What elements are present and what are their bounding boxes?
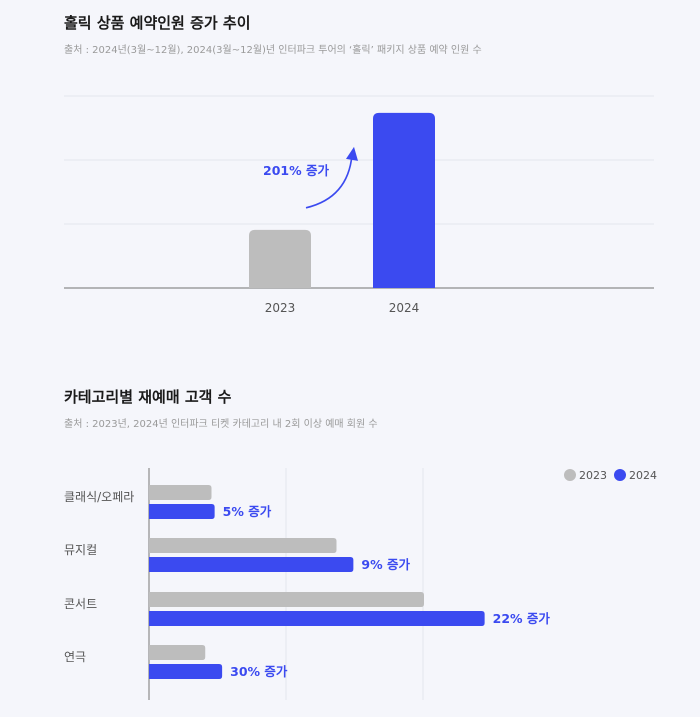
tick-label-2023: 2023 bbox=[265, 301, 296, 315]
category-label-3: 연극 bbox=[64, 650, 86, 664]
bar-2023-3 bbox=[149, 645, 206, 660]
bar-2024-0 bbox=[149, 504, 215, 519]
chart1-source: 출처 : 2024년(3월~12월), 2024(3월~12월)년 인터파크 투… bbox=[64, 45, 482, 56]
chart1-title: 홀릭 상품 예약인원 증가 추이 bbox=[64, 14, 251, 32]
category-label-2: 콘서트 bbox=[64, 597, 97, 611]
bar-2023 bbox=[249, 229, 311, 288]
chart2-title: 카테고리별 재예매 고객 수 bbox=[64, 388, 232, 406]
booking-growth-chart: 2023 2024 201% 증가 bbox=[64, 95, 654, 315]
bar-2024 bbox=[373, 112, 435, 288]
growth-arrow bbox=[305, 154, 353, 209]
growth-annotation: 201% 증가 bbox=[263, 163, 329, 178]
increase-label-1: 9% 증가 bbox=[361, 557, 410, 572]
bar-2023-1 bbox=[149, 538, 337, 553]
bar-2023-2 bbox=[149, 592, 424, 607]
growth-arrow-head bbox=[346, 146, 358, 161]
category-label-0: 클래식/오페라 bbox=[64, 490, 134, 504]
legend-marker-2023 bbox=[564, 469, 576, 481]
chart2-source: 출처 : 2023년, 2024년 인터파크 티켓 카테고리 내 2회 이상 예… bbox=[64, 419, 378, 430]
legend-marker-2024 bbox=[614, 469, 626, 481]
legend-label-2024: 2024 bbox=[629, 469, 657, 482]
legend-label-2023: 2023 bbox=[579, 469, 607, 482]
bar-2023-0 bbox=[149, 485, 212, 500]
bar-2024-3 bbox=[149, 664, 223, 679]
tick-label-2024: 2024 bbox=[389, 301, 420, 315]
increase-label-2: 22% 증가 bbox=[493, 611, 551, 626]
increase-label-0: 5% 증가 bbox=[223, 504, 272, 519]
bar-2024-1 bbox=[149, 557, 354, 572]
increase-label-3: 30% 증가 bbox=[230, 664, 288, 679]
bar-2024-2 bbox=[149, 611, 485, 626]
category-label-1: 뮤지컬 bbox=[64, 543, 97, 557]
